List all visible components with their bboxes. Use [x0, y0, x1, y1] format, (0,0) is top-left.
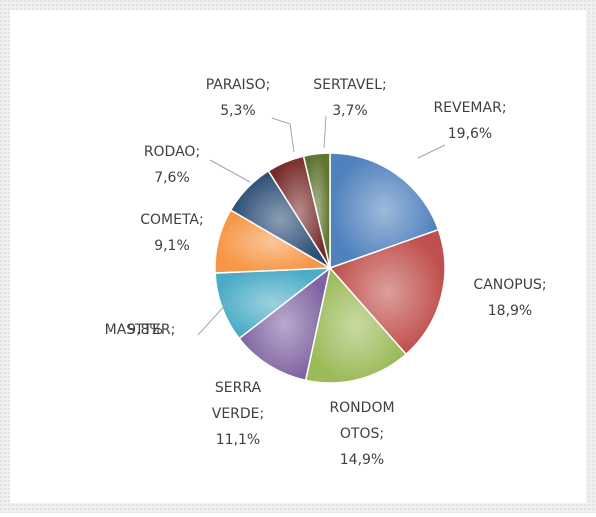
slice-shine [215, 268, 330, 339]
leader-line [197, 301, 229, 336]
data-label-value: 5,3% [220, 103, 256, 119]
data-label-name: SERRA VERDE; [212, 380, 265, 422]
slice-shine [230, 170, 330, 268]
data-label-value: 19,6% [448, 126, 492, 142]
data-label-name: COMETA; [140, 212, 203, 228]
leader-line [209, 159, 251, 183]
data-label-name: CANOPUS; [473, 277, 546, 293]
leader-line [271, 117, 295, 153]
data-label-value: 3,7% [332, 103, 368, 119]
data-label-value: 9,8% [127, 322, 163, 338]
data-label-name: PARAISO; [206, 77, 271, 93]
data-label-name: RODAO; [144, 144, 200, 160]
data-label-value: 9,1% [154, 238, 190, 254]
data-label-name: REVEMAR; [433, 100, 506, 116]
leader-line [323, 115, 327, 149]
slice-shine [214, 210, 330, 274]
data-label-name: RONDOM OTOS; [329, 400, 394, 442]
data-label-value: 7,6% [154, 170, 190, 186]
data-label-name: MASTTER; [105, 322, 176, 338]
data-label-name: SERTAVEL; [313, 77, 387, 93]
data-label-value: 14,9% [340, 452, 384, 468]
slice-shine [330, 229, 445, 355]
data-label-value: 11,1% [216, 432, 260, 448]
data-label-value: 18,9% [488, 303, 532, 319]
slice-shine [239, 268, 330, 381]
slice-shine [268, 156, 330, 268]
leader-line [417, 144, 446, 159]
slice-shine [303, 153, 330, 268]
slice-shine [305, 268, 407, 383]
